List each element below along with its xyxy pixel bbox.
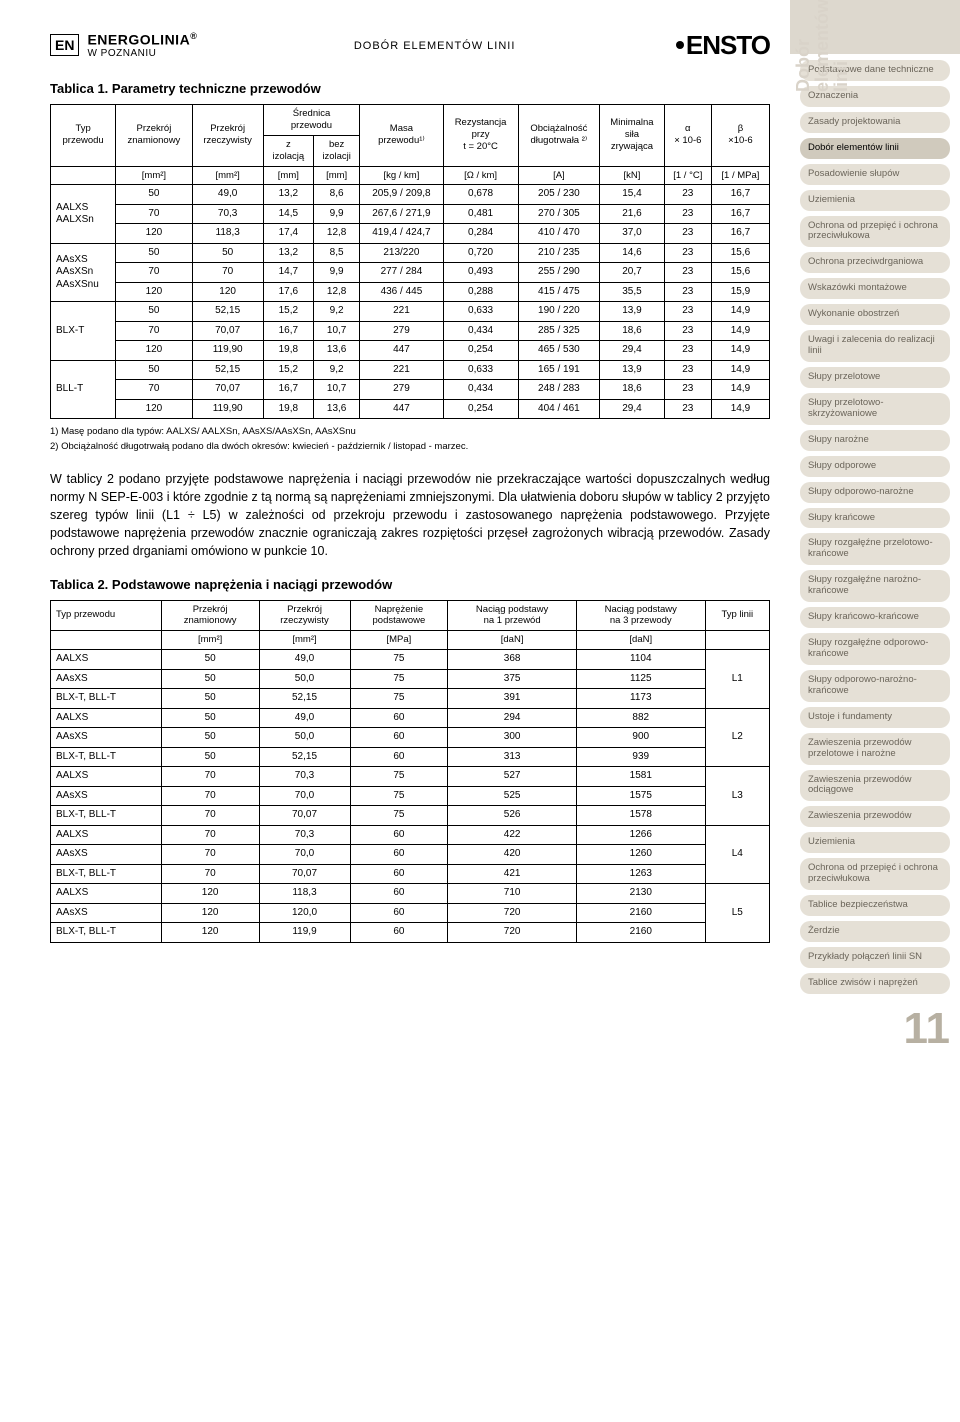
table2: Typ przewoduPrzekrójznamionowyPrzekrójrz… bbox=[50, 600, 770, 943]
sidebar-item[interactable]: Żerdzie bbox=[800, 921, 950, 942]
table-row: 12012017,612,8436 / 4450,288415 / 47535,… bbox=[51, 282, 770, 302]
bullet-icon bbox=[676, 41, 684, 49]
table-row: AALXS5049,060294882L2 bbox=[51, 708, 770, 728]
table-row: AALXSAALXSn5049,013,28,6205,9 / 209,80,6… bbox=[51, 185, 770, 205]
table-row: AALXS7070,3755271581L3 bbox=[51, 767, 770, 787]
sidebar-item[interactable]: Uwagi i zalecenia do realizacji linii bbox=[800, 330, 950, 362]
table1-title: Tablica 1. Parametry techniczne przewodó… bbox=[50, 81, 770, 96]
sidebar-item[interactable]: Słupy przelotowe bbox=[800, 367, 950, 388]
sidebar-item[interactable]: Wykonanie obostrzeń bbox=[800, 304, 950, 325]
sidebar-item[interactable]: Dobór elementów linii bbox=[800, 138, 950, 159]
table-row: 7070,314,59,9267,6 / 271,90,481270 / 305… bbox=[51, 204, 770, 224]
table-row: 120119,9019,813,64470,254404 / 46129,423… bbox=[51, 399, 770, 419]
table-row: AALXS7070,3604221266L4 bbox=[51, 825, 770, 845]
table-row: BLX-T, BLL-T5052,15753911173 bbox=[51, 689, 770, 709]
sidebar-item[interactable]: Uziemienia bbox=[800, 832, 950, 853]
table-row: AALXS120118,3607102130L5 bbox=[51, 884, 770, 904]
sidebar-item[interactable]: Słupy odporowe bbox=[800, 456, 950, 477]
sidebar-item[interactable]: Słupy odporowo-narożno-krańcowe bbox=[800, 670, 950, 702]
sidebar-item[interactable]: Posadowienie słupów bbox=[800, 164, 950, 185]
sidebar-item[interactable]: Słupy przelotowo-skrzyżowaniowe bbox=[800, 393, 950, 425]
table-row: 7070,0716,710,72790,434248 / 28318,62314… bbox=[51, 380, 770, 400]
table-row: BLL-T5052,1515,29,22210,633165 / 19113,9… bbox=[51, 360, 770, 380]
table-row: BLX-T, BLL-T7070,07755261578 bbox=[51, 806, 770, 826]
sidebar-top-block: Dobórelementówlinii bbox=[790, 0, 960, 54]
sidebar-item[interactable]: Słupy rozgałęźne narożno-krańcowe bbox=[800, 570, 950, 602]
table-row: AALXS5049,0753681104L1 bbox=[51, 650, 770, 670]
sidebar-item[interactable]: Ustoje i fundamenty bbox=[800, 707, 950, 728]
lang-badge: EN bbox=[50, 34, 79, 56]
sidebar-item[interactable]: Słupy rozgałęźne odporowo-krańcowe bbox=[800, 633, 950, 665]
sidebar-vertical-tab: Dobórelementówlinii bbox=[790, 0, 855, 100]
brand-name: ENERGOLINIA® bbox=[87, 32, 197, 48]
table-row: 120119,9019,813,64470,254465 / 53029,423… bbox=[51, 341, 770, 361]
header-center-title: DOBÓR ELEMENTÓW LINII bbox=[354, 40, 516, 52]
sidebar-item[interactable]: Zawieszenia przewodów bbox=[800, 806, 950, 827]
table-row: 707014,79,9277 / 2840,493255 / 29020,723… bbox=[51, 263, 770, 283]
sidebar-item[interactable]: Tablice zwisów i naprężeń bbox=[800, 973, 950, 994]
table-row: 7070,0716,710,72790,434285 / 32518,62314… bbox=[51, 321, 770, 341]
brand-block: EN ENERGOLINIA® W POZNANIU bbox=[50, 32, 197, 59]
table2-title: Tablica 2. Podstawowe naprężenia i nacią… bbox=[50, 577, 770, 592]
sidebar-item[interactable]: Uziemienia bbox=[800, 190, 950, 211]
table-row: AAsXS5050,0753751125 bbox=[51, 669, 770, 689]
table1: TypprzewoduPrzekrójznamionowyPrzekrójrze… bbox=[50, 104, 770, 419]
brand-sub: W POZNANIU bbox=[87, 48, 197, 59]
sidebar-item[interactable]: Ochrona od przepięć i ochrona przeciwłuk… bbox=[800, 858, 950, 890]
sidebar-item[interactable]: Zasady projektowania bbox=[800, 112, 950, 133]
table-row: AAsXSAAsXSnAAsXSnu505013,28,5213/2200,72… bbox=[51, 243, 770, 263]
table-row: AAsXS7070,0755251575 bbox=[51, 786, 770, 806]
sidebar: Dobórelementówlinii Podstawowe dane tech… bbox=[790, 0, 960, 1064]
sidebar-item[interactable]: Ochrona od przepięć i ochrona przeciwłuk… bbox=[800, 216, 950, 248]
table-row: AAsXS120120,0607202160 bbox=[51, 903, 770, 923]
sidebar-item[interactable]: Zawieszenia przewodów odciągowe bbox=[800, 770, 950, 802]
sidebar-item[interactable]: Słupy rozgałęźne przelotowo-krańcowe bbox=[800, 533, 950, 565]
table-row: BLX-T5052,1515,29,22210,633190 / 22013,9… bbox=[51, 302, 770, 322]
sidebar-item[interactable]: Słupy odporowo-narożne bbox=[800, 482, 950, 503]
table-row: BLX-T, BLL-T120119,9607202160 bbox=[51, 923, 770, 943]
sidebar-item[interactable]: Wskazówki montażowe bbox=[800, 278, 950, 299]
table1-footnotes: 1) Masę podano dla typów: AALXS/ AALXSn,… bbox=[50, 425, 770, 454]
sidebar-item[interactable]: Słupy narożne bbox=[800, 430, 950, 451]
table-row: BLX-T, BLL-T7070,07604211263 bbox=[51, 864, 770, 884]
page-number: 11 bbox=[800, 1004, 950, 1054]
table-row: BLX-T, BLL-T5052,1560313939 bbox=[51, 747, 770, 767]
ensto-logo: ENSTO bbox=[672, 30, 770, 61]
sidebar-item[interactable]: Słupy krańcowo-krańcowe bbox=[800, 607, 950, 628]
page-header: EN ENERGOLINIA® W POZNANIU DOBÓR ELEMENT… bbox=[50, 30, 770, 61]
sidebar-item[interactable]: Zawieszenia przewodów przelotowe i naroż… bbox=[800, 733, 950, 765]
sidebar-item[interactable]: Ochrona przeciwdrganiowa bbox=[800, 252, 950, 273]
sidebar-item[interactable]: Słupy krańcowe bbox=[800, 508, 950, 529]
table-row: 120118,317,412,8419,4 / 424,70,284410 / … bbox=[51, 224, 770, 244]
table-row: AAsXS7070,0604201260 bbox=[51, 845, 770, 865]
table-row: AAsXS5050,060300900 bbox=[51, 728, 770, 748]
sidebar-item[interactable]: Tablice bezpieczeństwa bbox=[800, 895, 950, 916]
sidebar-item[interactable]: Przykłady połączeń linii SN bbox=[800, 947, 950, 968]
body-paragraph: W tablicy 2 podano przyjęte podstawowe n… bbox=[50, 470, 770, 561]
